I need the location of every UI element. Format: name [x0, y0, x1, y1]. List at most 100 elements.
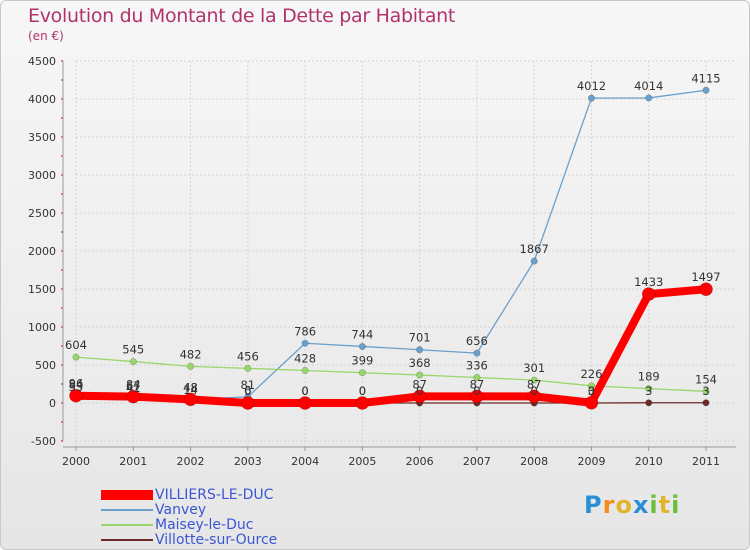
data-label-maisey: 604: [65, 338, 87, 352]
data-label-villotte: 14: [183, 383, 198, 397]
data-label-villiers: 1433: [634, 275, 663, 289]
data-point-vanvey: [358, 342, 366, 350]
data-label-villiers: 0: [244, 384, 251, 398]
x-tick-label: 2004: [291, 455, 319, 468]
data-point-villiers: [584, 395, 599, 410]
legend-item-maisey[interactable]: Maisey-le-Duc: [101, 517, 341, 533]
y-tick-label: 4000: [28, 93, 56, 106]
legend-item-villotte[interactable]: Villotte-sur-Ource: [101, 532, 341, 548]
data-point-vanvey: [416, 346, 424, 354]
legend-swatch-villiers: [101, 490, 153, 500]
series-layer: [69, 86, 713, 410]
data-label-villotte: 0: [416, 384, 423, 398]
x-tick-label: 2002: [177, 455, 205, 468]
data-label-maisey: 189: [638, 370, 660, 384]
data-point-villiers: [298, 396, 312, 410]
data-point-villiers: [183, 392, 198, 407]
chart-unit-label: (en €): [28, 29, 64, 43]
legend-item-villiers[interactable]: VILLIERS-LE-DUC: [101, 487, 341, 503]
data-label-villiers: 84: [126, 378, 141, 392]
data-point-villiers: [241, 396, 255, 410]
data-label-maisey: 482: [180, 347, 202, 361]
data-label-villiers: 48: [183, 380, 198, 394]
data-point-maisey: [645, 385, 653, 393]
data-label-villiers: 87: [527, 377, 542, 391]
proxiti-logo: Proxiti: [584, 491, 680, 519]
y-tick-label: 500: [35, 359, 56, 372]
x-tick-label: 2010: [635, 455, 663, 468]
x-tick-label: 2005: [348, 455, 376, 468]
y-tick-label: 1000: [28, 321, 56, 334]
x-axis: 2000 2001 2002 2003 2004 2005 2006 2007 2008 2009…: [62, 446, 736, 468]
data-label-maisey: 545: [122, 343, 144, 357]
data-label-villiers: 96: [69, 377, 84, 391]
data-point-villiers: [641, 287, 656, 301]
data-label-villotte: 0: [588, 384, 595, 398]
data-label-maisey: 336: [466, 358, 488, 372]
data-point-maisey: [358, 369, 366, 377]
legend-label-maisey: Maisey-le-Duc: [155, 517, 254, 533]
data-point-maisey: [473, 373, 481, 381]
y-tick-label: -500: [31, 435, 56, 448]
x-tick-label: 2003: [234, 455, 262, 468]
data-label-vanvey: 67: [126, 379, 141, 393]
legend-label-villiers: VILLIERS-LE-DUC: [155, 487, 274, 503]
data-label-vanvey: 4115: [691, 71, 720, 85]
data-label-vanvey: 701: [409, 331, 431, 345]
data-point-maisey: [129, 358, 137, 366]
legend-label-vanvey: Vanvey: [155, 502, 207, 518]
data-label-villiers: 0: [359, 384, 366, 398]
x-tick-label: 2006: [406, 455, 434, 468]
data-label-vanvey: 4012: [577, 79, 606, 93]
data-point-maisey: [702, 387, 710, 395]
data-point-maisey: [72, 353, 80, 361]
data-label-villiers: 1497: [691, 270, 720, 284]
y-tick-label: 2000: [28, 245, 56, 258]
data-label-vanvey: 4014: [634, 79, 663, 93]
data-point-vanvey: [587, 94, 595, 102]
data-label-villiers: 3: [588, 384, 595, 398]
data-label-maisey: 301: [523, 361, 545, 375]
legend-label-villotte: Villotte-sur-Ource: [155, 532, 278, 548]
data-label-villotte: 0: [359, 384, 366, 398]
data-label-villiers: 87: [412, 377, 427, 391]
data-point-maisey: [587, 382, 595, 390]
y-tick-label: 4500: [28, 55, 56, 68]
data-label-maisey: 428: [294, 351, 316, 365]
data-label-vanvey: 48: [183, 380, 198, 394]
logo-letter: i: [649, 491, 659, 519]
chart-title: Evolution du Montant de la Dette par Hab…: [28, 5, 456, 27]
data-label-maisey: 226: [580, 367, 602, 381]
data-label-villiers: 0: [301, 384, 308, 398]
data-point-vanvey: [645, 94, 653, 102]
x-tick-label: 2008: [520, 455, 548, 468]
y-tick-label: 1500: [28, 283, 56, 296]
data-label-maisey: 399: [351, 354, 373, 368]
y-tick-label: 2500: [28, 207, 56, 220]
logo-letter: P: [584, 491, 603, 519]
logo-letter: i: [671, 491, 681, 519]
data-point-vanvey: [702, 86, 710, 94]
data-label-vanvey: 744: [351, 327, 373, 341]
data-label-maisey: 456: [237, 349, 259, 363]
x-tick-label: 2011: [692, 455, 720, 468]
data-label-vanvey: 656: [466, 334, 488, 348]
legend-item-vanvey[interactable]: Vanvey: [101, 502, 341, 518]
data-point-villiers: [699, 282, 713, 297]
data-label-villiers: 87: [470, 377, 485, 391]
data-point-villiers: [355, 396, 370, 410]
logo-letter: x: [632, 491, 650, 519]
x-tick-label: 2000: [62, 455, 90, 468]
series-line-villiers: [72, 285, 710, 407]
data-label-villotte: 55: [69, 380, 84, 394]
data-point-villiers: [69, 388, 83, 403]
legend-swatch-villotte: [101, 539, 153, 541]
data-label-villotte: 0: [531, 384, 538, 398]
logo-letter: r: [602, 491, 616, 519]
data-point-maisey: [301, 366, 309, 374]
x-tick-label: 2007: [463, 455, 491, 468]
data-label-villotte: 41: [126, 381, 141, 395]
